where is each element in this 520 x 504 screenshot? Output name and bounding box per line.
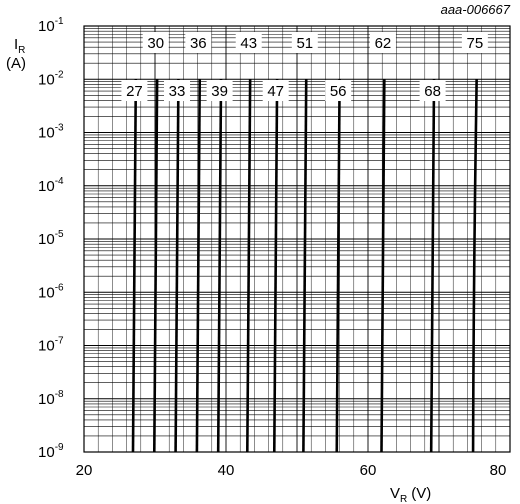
- y-tick-base: 10: [38, 338, 55, 355]
- y-tick-exponent: -6: [55, 282, 64, 293]
- y-tick-base: 10: [38, 125, 55, 142]
- x-tick-label: 20: [76, 462, 93, 479]
- series-label-bg-51: [291, 32, 318, 53]
- y-tick-base: 10: [38, 18, 55, 35]
- x-tick-labels: 20 40 60 80: [76, 462, 507, 479]
- x-axis-label-main: V: [390, 485, 400, 502]
- y-tick-exponent: -1: [55, 16, 64, 27]
- series-label-bg-33: [164, 80, 191, 101]
- series-curve-36: [195, 79, 202, 453]
- series-curve-62: [380, 79, 386, 453]
- series-label-68: 68: [424, 83, 441, 100]
- y-tick-base: 10: [38, 231, 55, 248]
- series-label-bg-47: [262, 80, 289, 101]
- y-axis-label: IR: [14, 36, 25, 56]
- y-axis-label-main: I: [14, 36, 18, 53]
- chart-caption: aaa-006667: [441, 2, 511, 17]
- y-tick-label: 10-5: [38, 229, 64, 248]
- series-curve-33: [174, 79, 180, 453]
- y-tick-label: 10-1: [38, 16, 64, 35]
- y-tick-exponent: -9: [55, 442, 64, 453]
- series-curve-43: [246, 79, 252, 453]
- y-tick-base: 10: [38, 391, 55, 408]
- series-label-bg-39: [206, 80, 233, 101]
- series-label-75: 75: [467, 35, 484, 52]
- x-axis-label-unit: (V): [411, 485, 431, 502]
- x-tick-label: 60: [360, 462, 377, 479]
- series-label-bg-62: [369, 32, 396, 53]
- grid: [84, 26, 510, 453]
- y-tick-label: 10-8: [38, 389, 64, 408]
- series-label-51: 51: [296, 35, 313, 52]
- y-tick-exponent: -4: [55, 176, 64, 187]
- series-curve-68: [429, 79, 436, 453]
- y-tick-exponent: -2: [55, 69, 64, 80]
- x-axis-label-sub: R: [400, 494, 407, 504]
- series-label-39: 39: [211, 83, 228, 100]
- series-label-33: 33: [169, 83, 186, 100]
- series-label-30: 30: [147, 35, 164, 52]
- series-label-bg-36: [185, 32, 212, 53]
- series-label-56: 56: [330, 83, 347, 100]
- series-label-bg-27: [121, 80, 148, 101]
- series-label-43: 43: [240, 35, 257, 52]
- y-tick-labels: 10-110-210-310-410-510-610-710-810-9: [38, 16, 64, 461]
- series-label-bg-43: [235, 32, 262, 53]
- series-label-bg-75: [461, 32, 488, 53]
- x-tick-label: 40: [218, 462, 235, 479]
- series-label-36: 36: [190, 35, 207, 52]
- series-label-47: 47: [267, 83, 284, 100]
- y-tick-label: 10-9: [38, 442, 64, 461]
- series-curve-56: [335, 79, 341, 453]
- y-tick-label: 10-7: [38, 336, 64, 355]
- series-curve-51: [302, 79, 308, 453]
- x-tick-label: 80: [490, 462, 507, 479]
- y-tick-label: 10-4: [38, 176, 64, 195]
- series-curve-27: [131, 79, 138, 453]
- y-tick-base: 10: [38, 71, 55, 88]
- y-tick-exponent: -7: [55, 336, 64, 347]
- y-tick-base: 10: [38, 284, 55, 301]
- y-axis-unit: (A): [6, 55, 26, 72]
- y-tick-label: 10-3: [38, 123, 64, 142]
- series-label-bg-68: [419, 80, 446, 101]
- series-label-bg-30: [142, 32, 169, 53]
- series-curve-47: [272, 79, 279, 453]
- y-tick-base: 10: [38, 178, 55, 195]
- series-curves: 27 30 33 36 39 43 47 51 56 62 68 75: [121, 32, 488, 453]
- series-curve-75: [471, 79, 478, 453]
- y-tick-label: 10-2: [38, 69, 64, 88]
- y-tick-exponent: -8: [55, 389, 64, 400]
- y-axis-label-sub: R: [18, 45, 25, 56]
- x-axis-label: VR (V): [390, 485, 431, 504]
- series-curve-39: [216, 79, 223, 453]
- series-label-bg-56: [325, 80, 352, 101]
- y-tick-exponent: -3: [55, 123, 64, 134]
- series-label-62: 62: [375, 35, 392, 52]
- series-curve-30: [152, 79, 159, 453]
- y-tick-base: 10: [38, 444, 55, 461]
- plot-frame: [83, 25, 511, 453]
- y-tick-label: 10-6: [38, 282, 64, 301]
- y-tick-exponent: -5: [55, 229, 64, 240]
- series-label-27: 27: [126, 83, 143, 100]
